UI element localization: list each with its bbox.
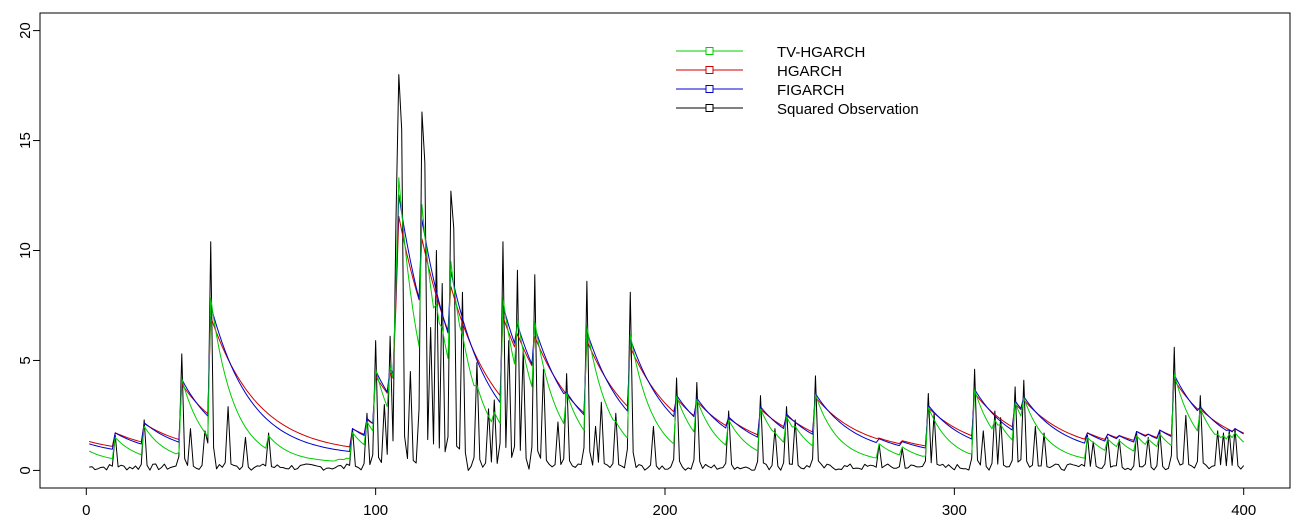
legend-label-tv-hgarch: TV-HGARCH bbox=[777, 44, 865, 61]
legend-marker-tv-hgarch bbox=[705, 47, 714, 55]
legend-entry-hgarch: HGARCH bbox=[676, 63, 842, 80]
y-tick-label: 10 bbox=[17, 242, 34, 259]
legend-entry-figarch: FIGARCH bbox=[676, 82, 845, 99]
series-tv-hgarch bbox=[88, 177, 1245, 462]
legend-label-squared-observation: Squared Observation bbox=[777, 101, 919, 118]
x-tick-label: 200 bbox=[652, 502, 677, 519]
legend-marker-figarch bbox=[705, 85, 714, 93]
legend-marker-squared-observation bbox=[705, 104, 714, 112]
legend: TV-HGARCH HGARCH FIGARCH Squared Observa… bbox=[676, 44, 919, 118]
y-tick-label: 15 bbox=[17, 132, 34, 149]
x-tick-label: 0 bbox=[82, 502, 90, 519]
legend-entry-squared-observation: Squared Observation bbox=[676, 101, 919, 118]
y-tick-label: 20 bbox=[17, 22, 34, 39]
legend-entry-tv-hgarch: TV-HGARCH bbox=[676, 44, 865, 61]
series-layer bbox=[88, 74, 1245, 471]
x-tick-label: 100 bbox=[363, 502, 388, 519]
legend-label-figarch: FIGARCH bbox=[777, 82, 845, 99]
series-squared-observation bbox=[89, 74, 1245, 471]
y-tick-label: 0 bbox=[17, 466, 34, 474]
legend-label-hgarch: HGARCH bbox=[777, 63, 842, 80]
x-tick-label: 300 bbox=[942, 502, 967, 519]
legend-marker-hgarch bbox=[705, 66, 714, 74]
series-hgarch bbox=[89, 215, 1244, 448]
y-tick-label: 5 bbox=[17, 356, 34, 364]
series-figarch bbox=[89, 194, 1244, 452]
x-tick-label: 400 bbox=[1231, 502, 1256, 519]
axes-layer: 0 100 200 300 400 0 5 10 15 20 bbox=[17, 22, 1256, 519]
